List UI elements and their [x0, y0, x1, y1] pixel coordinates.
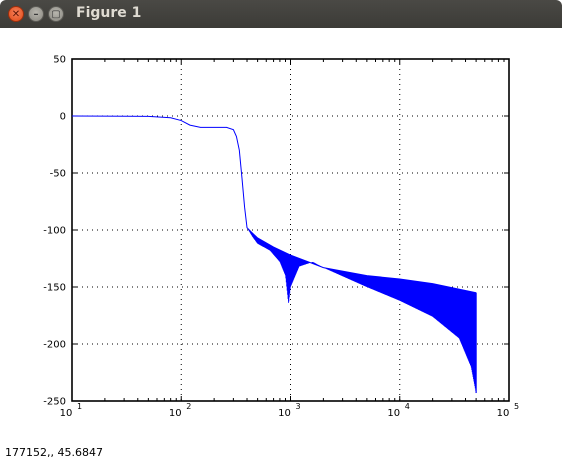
- y-tick-label: -250: [43, 397, 66, 408]
- y-tick-label: -150: [43, 283, 66, 294]
- maximize-icon: ▢: [51, 9, 61, 20]
- x-tick-label: 10: [169, 408, 182, 419]
- x-tick-label: 10: [497, 408, 510, 419]
- window-title: Figure 1: [76, 5, 142, 21]
- y-tick-label: -200: [43, 340, 66, 351]
- series-line: [71, 115, 477, 294]
- maximize-button[interactable]: ▢: [48, 6, 64, 22]
- series-oscillation-band: [247, 228, 477, 394]
- x-tick-exponent: 2: [186, 402, 191, 411]
- x-tick-label: 10: [387, 408, 400, 419]
- close-icon: ✕: [11, 9, 21, 20]
- y-tick-label: 50: [53, 55, 66, 66]
- cursor-coordinates: 177152,, 45.6847: [5, 446, 103, 459]
- x-tick-exponent: 1: [77, 402, 82, 411]
- x-tick-exponent: 3: [296, 402, 301, 411]
- x-tick-label: 10: [60, 408, 73, 419]
- x-tick-exponent: 4: [405, 402, 410, 411]
- y-tick-label: -100: [43, 226, 66, 237]
- y-tick-label: 0: [60, 112, 66, 123]
- y-tick-label: -50: [50, 169, 66, 180]
- title-bar: ✕ – ▢ Figure 1: [0, 0, 562, 28]
- minimize-icon: –: [33, 9, 39, 20]
- close-button[interactable]: ✕: [8, 6, 24, 22]
- x-tick-exponent: 5: [514, 402, 519, 411]
- minimize-button[interactable]: –: [28, 6, 44, 22]
- x-tick-label: 10: [278, 408, 291, 419]
